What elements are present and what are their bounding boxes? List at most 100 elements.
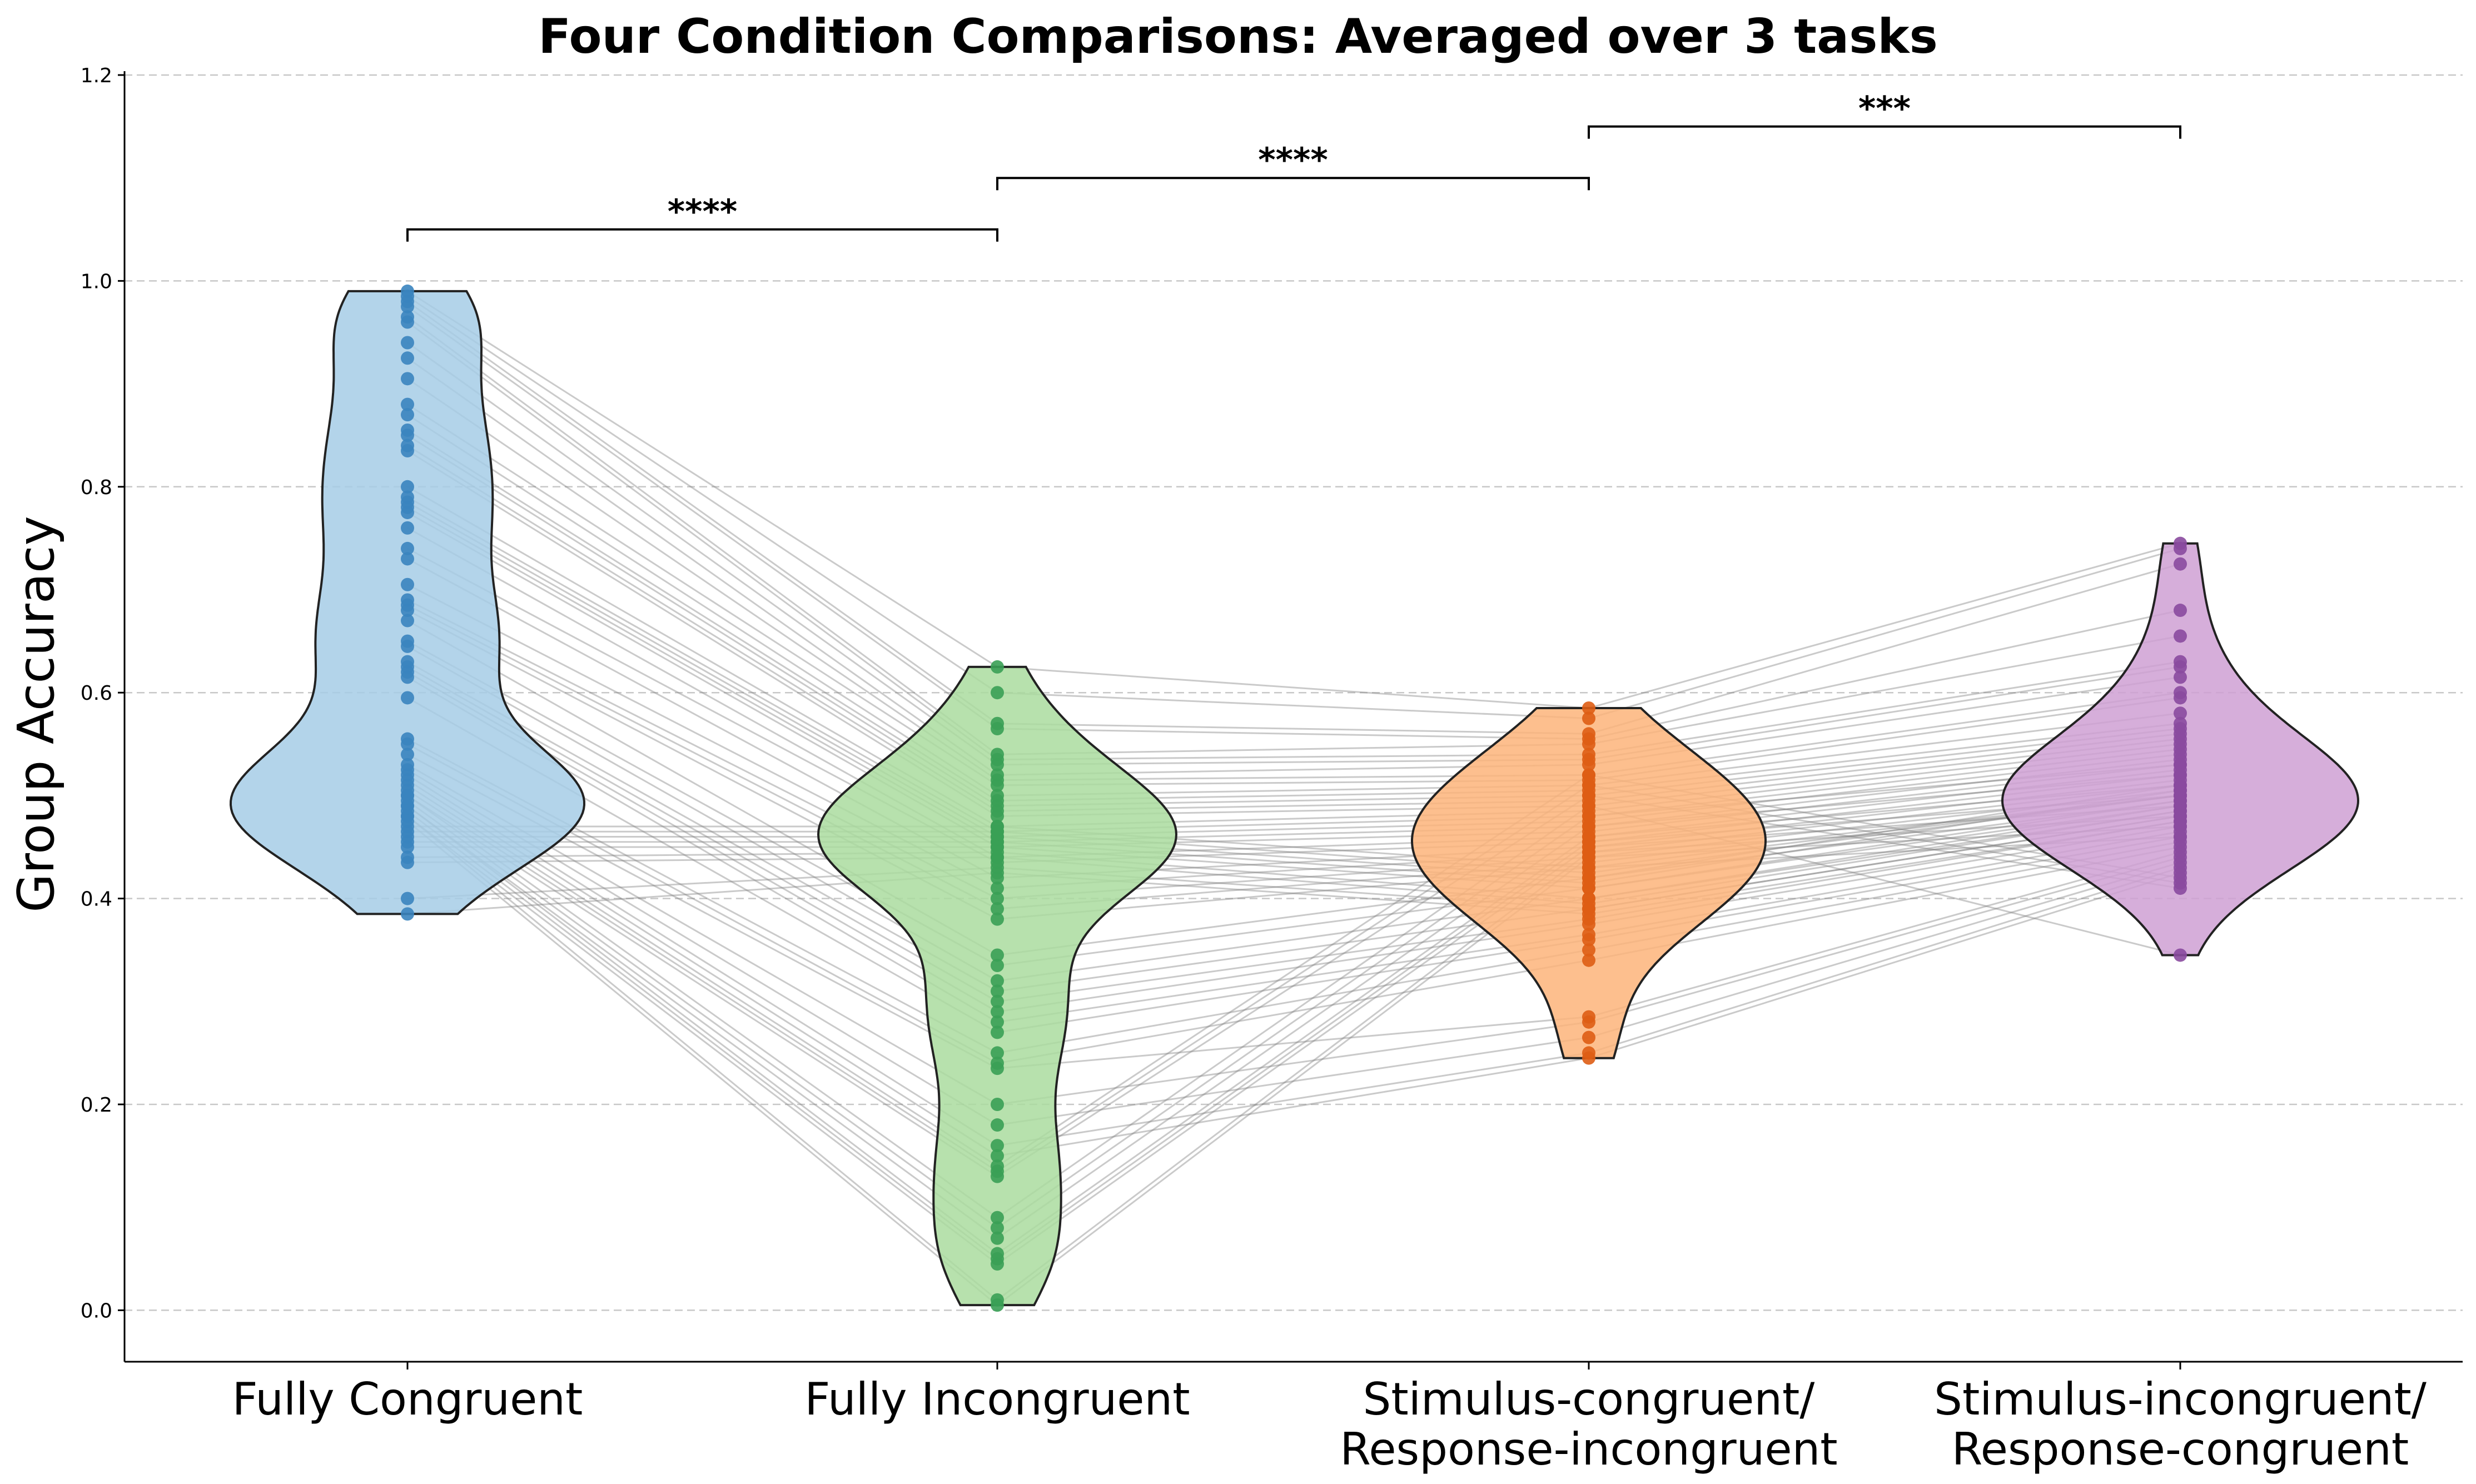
- data-point: [2174, 670, 2187, 684]
- paired-line: [997, 1021, 1589, 1105]
- significance-label: ****: [1258, 141, 1328, 180]
- paired-line: [1588, 609, 2181, 740]
- data-point: [991, 994, 1004, 1008]
- paired-line: [997, 1057, 1589, 1157]
- data-point: [401, 737, 414, 751]
- data-point: [991, 892, 1004, 905]
- data-point: [1582, 701, 1595, 715]
- data-point: [401, 577, 414, 591]
- data-point: [401, 429, 414, 442]
- paired-line: [997, 1037, 1589, 1126]
- data-point: [2174, 758, 2187, 771]
- data-point: [401, 315, 414, 329]
- violins: [229, 290, 2360, 1307]
- paired-line: [997, 949, 1589, 1054]
- paired-line: [1588, 547, 2181, 719]
- data-point: [1582, 789, 1595, 803]
- paired-line: [407, 306, 998, 730]
- data-point: [1582, 1015, 1595, 1029]
- grid-lines: [125, 74, 2463, 1311]
- paired-line: [1588, 861, 2181, 1039]
- paired-line: [407, 404, 998, 786]
- paired-line: [997, 666, 1589, 709]
- data-point: [2174, 557, 2187, 571]
- data-point: [401, 691, 414, 705]
- data-point: [991, 778, 1004, 792]
- x-ticks: Fully Congruent Fully Incongruent Stimulus…: [232, 1362, 2427, 1475]
- data-point: [991, 1211, 1004, 1224]
- paired-line: [407, 429, 998, 801]
- paired-line: [1588, 666, 2181, 761]
- significance-bracket: [996, 177, 1590, 191]
- data-point: [401, 397, 414, 411]
- data-point: [1582, 799, 1595, 813]
- data-point: [991, 1221, 1004, 1235]
- data-point: [991, 758, 1004, 771]
- data-point: [1582, 819, 1595, 833]
- data-point: [1582, 917, 1595, 931]
- y-tick-label: 0.4: [81, 888, 112, 911]
- data-point: [2174, 660, 2187, 674]
- data-point: [1582, 737, 1595, 751]
- data-point: [2174, 706, 2187, 720]
- data-point: [401, 552, 414, 566]
- x-tick-label: Stimulus-congruent/: [1363, 1373, 1815, 1425]
- data-point: [1582, 758, 1595, 771]
- data-point: [401, 372, 414, 386]
- data-point: [401, 541, 414, 555]
- paired-line: [407, 820, 998, 1306]
- data-point: [401, 351, 414, 365]
- y-axis-label: Group Accuracy: [7, 516, 66, 913]
- x-tick-label: Fully Incongruent: [804, 1373, 1190, 1425]
- data-point: [991, 958, 1004, 972]
- y-tick-label: 0.0: [81, 1299, 112, 1322]
- paired-line: [997, 728, 1589, 740]
- paired-line: [997, 939, 1589, 1033]
- data-point: [2174, 629, 2187, 643]
- paired-line: [407, 295, 998, 694]
- paired-line: [997, 1016, 1589, 1069]
- paired-line: [1588, 856, 2181, 1023]
- chart-title: Four Condition Comparisons: Averaged ove…: [538, 9, 1938, 64]
- data-point: [991, 1025, 1004, 1039]
- significance-brackets: ***********: [406, 89, 2181, 242]
- data-point: [991, 686, 1004, 700]
- x-tick-label: Stimulus-incongruent/: [1934, 1373, 2427, 1425]
- paired-line: [997, 933, 1589, 1023]
- paired-line: [997, 723, 1589, 735]
- data-point: [2174, 604, 2187, 617]
- paired-line: [407, 316, 998, 755]
- paired-line: [407, 301, 998, 724]
- paired-line: [407, 321, 998, 760]
- y-ticks: 0.0 0.2 0.4 0.6 0.8 1.0 1.2: [81, 64, 125, 1322]
- paired-line: [407, 815, 998, 1265]
- data-point: [991, 866, 1004, 880]
- data-point: [2174, 691, 2187, 705]
- data-point: [991, 1169, 1004, 1183]
- data-point: [991, 1139, 1004, 1153]
- data-point: [401, 300, 414, 313]
- paired-line: [1588, 661, 2181, 755]
- paired-line: [407, 342, 998, 766]
- data-point: [1582, 809, 1595, 823]
- y-tick-label: 0.6: [81, 682, 112, 705]
- data-point: [401, 604, 414, 617]
- data-point: [2174, 948, 2187, 962]
- data-point: [401, 444, 414, 457]
- paired-line: [1588, 563, 2181, 735]
- data-point: [991, 1298, 1004, 1312]
- data-point: [401, 840, 414, 854]
- data-point: [2174, 768, 2187, 782]
- data-point: [991, 912, 1004, 926]
- data-point: [401, 855, 414, 869]
- data-point: [991, 1098, 1004, 1111]
- data-point: [991, 850, 1004, 864]
- data-point: [991, 1046, 1004, 1060]
- data-point: [401, 506, 414, 520]
- data-point: [2174, 784, 2187, 798]
- data-point: [1582, 943, 1595, 957]
- x-tick-label: Fully Congruent: [232, 1373, 583, 1425]
- paired-line: [407, 810, 998, 1259]
- data-point: [2174, 541, 2187, 555]
- data-point: [401, 336, 414, 350]
